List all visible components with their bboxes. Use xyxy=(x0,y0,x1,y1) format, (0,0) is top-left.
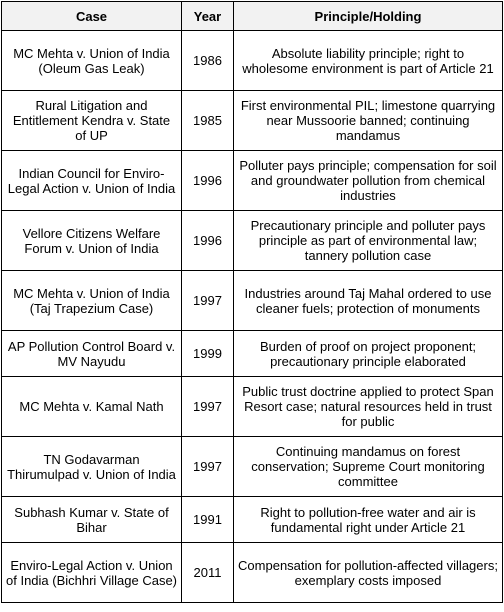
table-row: Rural Litigation and Entitlement Kendra … xyxy=(1,90,503,151)
case-cell: Indian Council for Enviro-Legal Action v… xyxy=(1,150,182,211)
table-row: MC Mehta v. Union of India (Taj Trapeziu… xyxy=(1,270,503,331)
table-row: Vellore Citizens Welfare Forum v. Union … xyxy=(1,210,503,271)
year-cell: 1991 xyxy=(181,496,234,543)
case-cell: Rural Litigation and Entitlement Kendra … xyxy=(1,90,182,151)
principle-cell: Absolute liability principle; right to w… xyxy=(233,30,503,91)
year-cell: 2011 xyxy=(181,542,234,603)
case-cell: AP Pollution Control Board v. MV Nayudu xyxy=(1,330,182,377)
case-cell: Enviro-Legal Action v. Union of India (B… xyxy=(1,542,182,603)
table-row: Subhash Kumar v. State of Bihar 1991 Rig… xyxy=(1,496,503,543)
principle-cell: Public trust doctrine applied to protect… xyxy=(233,376,503,437)
case-cell: MC Mehta v. Union of India (Taj Trapeziu… xyxy=(1,270,182,331)
year-cell: 1997 xyxy=(181,436,234,497)
case-cell: TN Godavarman Thirumulpad v. Union of In… xyxy=(1,436,182,497)
principle-cell: Continuing mandamus on forest conservati… xyxy=(233,436,503,497)
year-cell: 1986 xyxy=(181,30,234,91)
table-header-row: Case Year Principle/Holding xyxy=(1,1,503,31)
year-cell: 1996 xyxy=(181,150,234,211)
principle-cell: Industries around Taj Mahal ordered to u… xyxy=(233,270,503,331)
table-row: Indian Council for Enviro-Legal Action v… xyxy=(1,150,503,211)
principle-cell: Burden of proof on project proponent; pr… xyxy=(233,330,503,377)
principle-cell: Precautionary principle and polluter pay… xyxy=(233,210,503,271)
table-row: Enviro-Legal Action v. Union of India (B… xyxy=(1,542,503,603)
year-cell: 1985 xyxy=(181,90,234,151)
principle-cell: First environmental PIL; limestone quarr… xyxy=(233,90,503,151)
table-row: TN Godavarman Thirumulpad v. Union of In… xyxy=(1,436,503,497)
case-cell: Subhash Kumar v. State of Bihar xyxy=(1,496,182,543)
principle-cell: Compensation for pollution-affected vill… xyxy=(233,542,503,603)
year-cell: 1996 xyxy=(181,210,234,271)
table-row: MC Mehta v. Kamal Nath 1997 Public trust… xyxy=(1,376,503,437)
case-cell: Vellore Citizens Welfare Forum v. Union … xyxy=(1,210,182,271)
case-cell: MC Mehta v. Union of India (Oleum Gas Le… xyxy=(1,30,182,91)
column-header-year: Year xyxy=(181,1,234,31)
year-cell: 1997 xyxy=(181,376,234,437)
principle-cell: Polluter pays principle; compensation fo… xyxy=(233,150,503,211)
year-cell: 1999 xyxy=(181,330,234,377)
column-header-principle: Principle/Holding xyxy=(233,1,503,31)
principle-cell: Right to pollution-free water and air is… xyxy=(233,496,503,543)
case-cell: MC Mehta v. Kamal Nath xyxy=(1,376,182,437)
column-header-case: Case xyxy=(1,1,182,31)
year-cell: 1997 xyxy=(181,270,234,331)
table-row: MC Mehta v. Union of India (Oleum Gas Le… xyxy=(1,30,503,91)
cases-table: Case Year Principle/Holding MC Mehta v. … xyxy=(1,1,503,603)
table-row: AP Pollution Control Board v. MV Nayudu … xyxy=(1,330,503,377)
